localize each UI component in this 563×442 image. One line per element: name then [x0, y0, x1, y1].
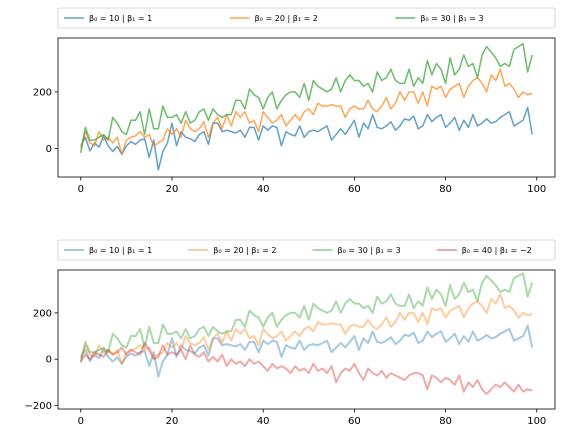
- legend-label-0: β₀ = 10 | β₁ = 1: [89, 246, 152, 255]
- x-tick-label: 40: [257, 184, 270, 195]
- legend-label-3: β₀ = 40 | β₁ = −2: [462, 246, 532, 255]
- x-tick-label: 20: [166, 184, 179, 195]
- legend: β₀ = 10 | β₁ = 1 β₀ = 20 | β₁ = 2 β₀ = 30 …: [57, 7, 556, 29]
- series-line-0: [79, 324, 534, 378]
- plot-lines: [80, 42, 533, 171]
- series-line-0: [80, 106, 533, 171]
- series-line-3: [79, 341, 533, 395]
- series-line-2: [79, 272, 534, 363]
- x-tick-label: 100: [527, 184, 546, 195]
- legend: β₀ = 10 | β₁ = 1 β₀ = 20 | β₁ = 2 β₀ = 30 …: [57, 239, 556, 261]
- series-line-2: [80, 42, 533, 154]
- legend-label-0: β₀ = 10 | β₁ = 1: [89, 14, 152, 23]
- x-tick-label: 20: [166, 416, 179, 427]
- x-tick-label: 80: [439, 416, 452, 427]
- x-tick-label: 60: [348, 416, 361, 427]
- x-tick-label: 0: [78, 184, 84, 195]
- y-tick-label: 200: [33, 308, 52, 319]
- top-chart: 0 20 40 60 80 100 0 200 β₀ = 10 | β₁ = 1 β₀ = 20 …: [33, 7, 556, 195]
- y-tick-label: 200: [33, 87, 52, 98]
- y-tick-label: 0: [46, 355, 52, 366]
- plot-lines: [79, 272, 534, 395]
- x-tick-label: 40: [257, 416, 270, 427]
- y-tick-label: 0: [46, 144, 52, 155]
- legend-frame: [57, 239, 556, 261]
- legend-label-1: β₀ = 20 | β₁ = 2: [255, 14, 318, 23]
- x-tick-label: 100: [527, 416, 546, 427]
- legend-label-1: β₀ = 20 | β₁ = 2: [213, 246, 276, 255]
- legend-label-2: β₀ = 30 | β₁ = 3: [420, 14, 483, 23]
- series-line-1: [80, 68, 533, 156]
- legend-label-2: β₀ = 30 | β₁ = 3: [338, 246, 401, 255]
- x-tick-label: 0: [78, 416, 84, 427]
- series-line-1: [79, 293, 533, 365]
- x-tick-label: 80: [439, 184, 452, 195]
- axes-frame: [57, 269, 556, 410]
- legend-frame: [57, 7, 556, 29]
- axes-frame: [57, 37, 556, 178]
- x-tick-label: 60: [348, 184, 361, 195]
- y-tick-label: −200: [25, 401, 52, 412]
